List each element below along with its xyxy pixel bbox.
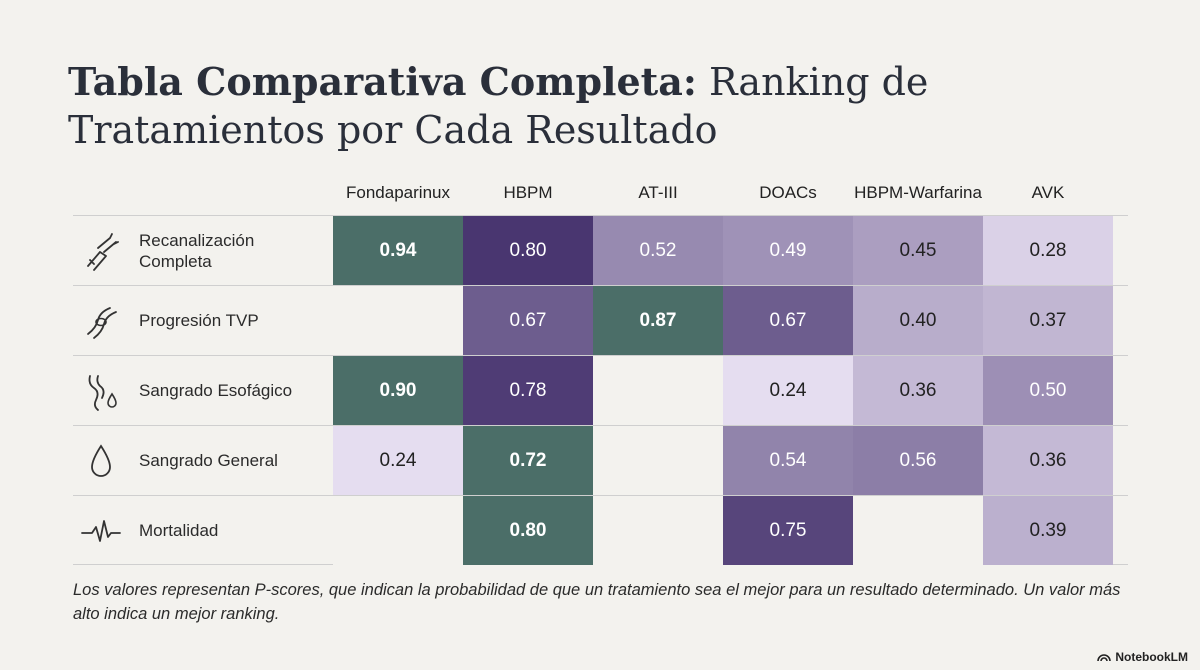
table-row: Recanalización Completa 0.94 0.80 0.52 0.49 0… [73,215,1128,285]
column-header: DOACs [759,183,817,202]
heatmap-cell: 0.72 [463,426,593,495]
heatmap-cell: 0.90 [333,356,463,425]
heatmap-cell: 0.54 [723,426,853,495]
notebooklm-logo-icon [1097,654,1112,662]
heatmap-cell: 0.80 [463,216,593,285]
row-label-text: Sangrado General [139,451,278,470]
heatmap-cell: 0.45 [853,216,983,285]
heatmap-cell: 0.75 [723,496,853,565]
title-bold: Tabla Comparativa Completa: [68,59,697,104]
row-label: Progresión TVP [73,286,333,355]
clot-icon [77,297,125,345]
vein-icon [77,227,125,275]
heatmap-cell: 0.37 [983,286,1113,355]
heartbeat-icon [77,506,125,554]
column-header: HBPM [503,183,553,202]
row-label-text: Recanalización Completa [139,230,255,271]
table-row: Mortalidad 0.80 0.75 0.39 [73,495,1128,565]
heatmap-cell: 0.28 [983,216,1113,285]
heatmap-cell: 0.52 [593,216,723,285]
column-headers: Fondaparinux HBPM AT-III DOACs HBPM-Warfarin… [333,176,1113,210]
heatmap-cell: 0.24 [723,356,853,425]
table-row: Sangrado General 0.24 0.72 0.54 0.56 0.36 [73,425,1128,495]
heatmap-cell: 0.39 [983,496,1113,565]
heatmap-cell: 0.49 [723,216,853,285]
row-label-text: Sangrado Esofágico [139,381,293,400]
column-header: Fondaparinux [346,183,450,202]
heatmap-cell: 0.36 [983,426,1113,495]
column-header: AT-III [638,183,678,202]
brand-watermark: NotebookLM [1097,650,1188,664]
heatmap-cell: 0.56 [853,426,983,495]
heatmap-cell: 0.78 [463,356,593,425]
heatmap-cell: 0.67 [463,286,593,355]
blood-drop-icon [77,437,125,485]
heatmap-cell: 0.50 [983,356,1113,425]
heatmap-cell [593,426,723,495]
esophagus-drop-icon [77,367,125,415]
heatmap-cell: 0.87 [593,286,723,355]
row-label-text: Mortalidad [139,520,219,540]
column-header: AVK [1031,183,1065,202]
heatmap-cell: 0.67 [723,286,853,355]
table-row: Progresión TVP 0.67 0.87 0.67 0.40 0.37 [73,285,1128,355]
row-label: Recanalización Completa [73,216,333,285]
heatmap-cell [593,356,723,425]
heatmap-cell: 0.94 [333,216,463,285]
heatmap-cell: 0.24 [333,426,463,495]
row-label: Sangrado Esofágico [73,356,333,425]
brand-label: NotebookLM [1115,650,1188,664]
table-row: Sangrado Esofágico 0.90 0.78 0.24 0.36 0.50 [73,355,1128,425]
row-label: Sangrado General [73,426,333,495]
heatmap-table: Recanalización Completa 0.94 0.80 0.52 0.49 0… [73,215,1128,565]
heatmap-cell: 0.40 [853,286,983,355]
heatmap-cell [333,496,463,565]
heatmap-cell: 0.80 [463,496,593,565]
row-label: Mortalidad [73,496,333,564]
column-header: HBPM-Warfarina [854,183,982,202]
heatmap-cell: 0.36 [853,356,983,425]
heatmap-cell [593,496,723,565]
row-label-text: Progresión TVP [139,311,259,330]
page-title: Tabla Comparativa Completa: Ranking de T… [68,58,1148,154]
title-regular: Ranking de Tratamientos por Cada Resulta… [68,60,929,152]
footnote: Los valores representan P-scores, que in… [73,581,1121,623]
heatmap-cell [333,286,463,355]
heatmap-cell [853,496,983,565]
